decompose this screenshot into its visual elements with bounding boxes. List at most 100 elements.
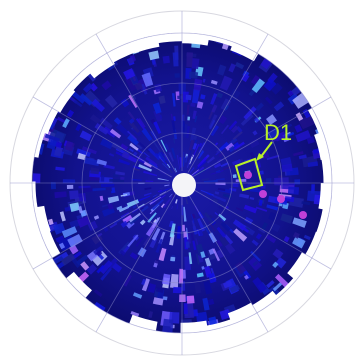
echo-cell: [243, 106, 257, 120]
echo-cell: [99, 195, 104, 202]
echo-cell: [147, 283, 157, 293]
echo-cell: [155, 287, 164, 293]
echo-cell: [143, 152, 150, 158]
echo-cell: [87, 72, 97, 82]
echo-cell: [116, 205, 123, 211]
edge-cut: [227, 302, 258, 327]
echo-cell: [176, 197, 180, 210]
echo-cell: [240, 113, 254, 126]
echo-cell: [219, 309, 232, 320]
echo-cell: [200, 94, 206, 100]
echo-cell: [99, 117, 113, 130]
echo-cell: [220, 162, 229, 168]
echo-cell: [171, 147, 176, 159]
echo-cell: [255, 206, 268, 212]
echo-cell: [279, 123, 293, 132]
echo-cell: [191, 214, 195, 224]
echo-cell: [186, 159, 191, 168]
echo-cell: [209, 199, 213, 203]
track-point: [277, 195, 285, 203]
echo-cell: [128, 118, 135, 124]
echo-cell: [298, 114, 316, 130]
echo-cell: [166, 163, 171, 168]
echo-cell: [298, 154, 307, 160]
echo-cell: [255, 233, 262, 240]
echo-cell: [170, 273, 179, 289]
echo-cell: [176, 203, 179, 210]
echo-cell: [251, 78, 265, 93]
echo-cell: [132, 205, 137, 209]
echo-cell: [162, 318, 174, 333]
echo-cell: [120, 212, 130, 218]
echo-cell: [164, 143, 170, 151]
echo-cell: [55, 235, 65, 243]
echo-cell: [179, 268, 184, 284]
edge-cut: [38, 229, 61, 259]
echo-cell: [75, 123, 82, 132]
echo-cell: [179, 157, 182, 168]
echo-cell: [100, 267, 112, 281]
echo-cell: [66, 184, 74, 189]
track-point: [259, 190, 267, 198]
echo-cell: [101, 207, 115, 217]
echo-cell: [131, 94, 137, 101]
echo-cell: [191, 88, 200, 104]
echo-cell: [249, 151, 255, 159]
echo-cell: [132, 292, 143, 299]
detection-box: [234, 157, 264, 192]
echo-cell: [61, 226, 78, 238]
echo-cell: [232, 183, 239, 188]
range-grid: [10, 11, 354, 355]
echo-cell: [140, 205, 149, 213]
echo-cell: [159, 191, 167, 196]
echo-cell: [170, 256, 176, 262]
echo-cell: [129, 142, 139, 151]
echo-cell: [192, 143, 200, 158]
edge-cut: [304, 231, 325, 261]
echo-cell: [213, 162, 222, 169]
edge-cut: [251, 290, 280, 316]
echo-cell: [157, 177, 169, 181]
echo-cell: [101, 183, 115, 188]
echo-cell: [174, 73, 180, 78]
echo-cell: [198, 156, 204, 163]
echo-cell: [187, 116, 191, 121]
echo-cell: [149, 196, 162, 205]
echo-cell: [196, 159, 207, 170]
edge-cut: [230, 40, 260, 62]
edge-cut: [32, 205, 51, 235]
echo-cell: [127, 111, 136, 121]
echo-cell: [120, 98, 130, 108]
echo-cell: [191, 220, 197, 231]
azimuth-line: [192, 96, 332, 178]
echo-cell: [101, 80, 112, 91]
echo-cell: [138, 195, 151, 202]
echo-cell: [185, 156, 188, 163]
echo-cell: [129, 212, 141, 223]
edge-cut: [64, 271, 92, 300]
echo-cell: [225, 142, 235, 151]
echo-cell: [38, 143, 45, 155]
echo-cell: [128, 94, 138, 108]
echo-cell: [134, 82, 143, 91]
echo-cell: [275, 257, 287, 269]
echo-cell: [126, 199, 140, 208]
echo-cell: [218, 115, 228, 125]
echo-cell: [204, 257, 212, 267]
echo-cell: [252, 130, 258, 136]
echo-cell: [273, 101, 285, 112]
echo-cell: [221, 124, 229, 135]
echo-cell: [224, 104, 229, 111]
arrow-head: [256, 153, 264, 161]
azimuth-line: [32, 96, 172, 178]
echo-cell: [141, 278, 150, 292]
echo-cell: [151, 139, 161, 152]
echo-cell: [151, 199, 164, 211]
track-point: [244, 171, 252, 179]
echo-cell: [107, 203, 114, 210]
echo-cell: [303, 234, 311, 241]
echo-cell: [239, 225, 250, 233]
echo-cell: [266, 127, 280, 140]
echo-cell: [154, 258, 160, 264]
